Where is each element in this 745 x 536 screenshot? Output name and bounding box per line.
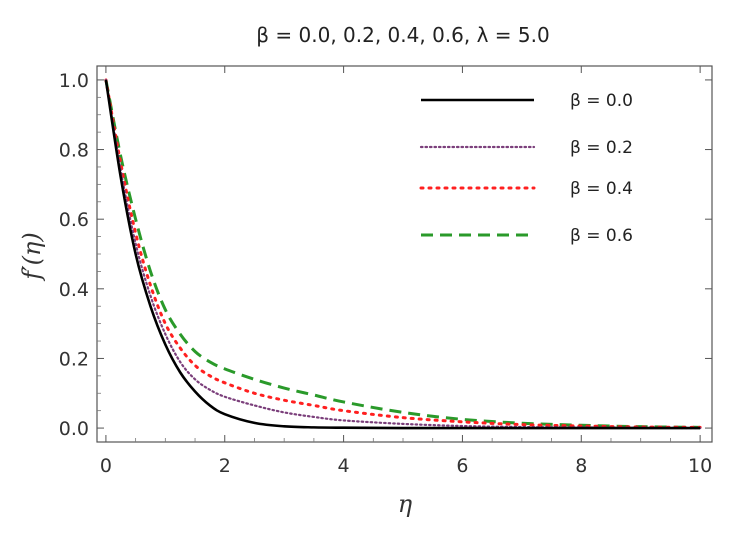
y-tick-label: 0.2 xyxy=(59,348,89,370)
y-tick-label: 1.0 xyxy=(59,70,89,92)
x-tick-label: 4 xyxy=(338,455,350,477)
x-tick-label: 10 xyxy=(688,455,712,477)
tick-label-group: 0 2 4 6 8 10 0.0 0.2 0.4 0.6 0.8 1.0 xyxy=(59,70,712,477)
legend-label: β = 0.4 xyxy=(570,179,633,199)
legend-label: β = 0.2 xyxy=(570,138,633,158)
series-line xyxy=(104,79,701,430)
legend-label: β = 0.6 xyxy=(570,226,633,246)
x-tick-label: 0 xyxy=(100,455,112,477)
y-tick-label: 0.4 xyxy=(59,279,89,301)
chart-title: β = 0.0, 0.2, 0.4, 0.6, λ = 5.0 xyxy=(256,23,549,47)
legend: β = 0.0 β = 0.2 β = 0.4 β = 0.6 xyxy=(419,91,633,246)
x-tick-label: 6 xyxy=(456,455,468,477)
series-line xyxy=(104,79,701,429)
y-axis-label: f′(η) xyxy=(18,232,46,281)
x-tick-label: 8 xyxy=(575,455,587,477)
legend-label: β = 0.0 xyxy=(570,91,633,111)
y-tick-label: 0.0 xyxy=(59,418,89,440)
series-group xyxy=(104,78,702,430)
y-tick-label: 0.8 xyxy=(59,140,89,162)
y-tick-label: 0.6 xyxy=(59,209,89,231)
tick-group xyxy=(97,66,712,442)
series-line xyxy=(104,78,702,429)
series-line xyxy=(104,78,702,430)
x-tick-label: 2 xyxy=(219,455,231,477)
x-axis-label: η xyxy=(398,490,413,518)
